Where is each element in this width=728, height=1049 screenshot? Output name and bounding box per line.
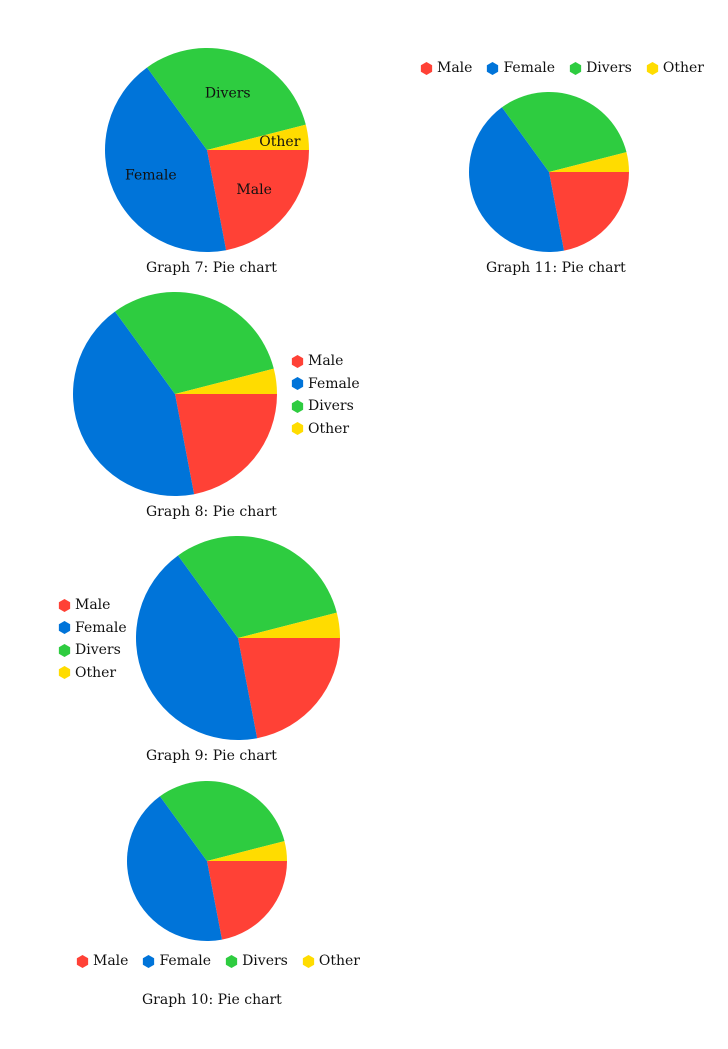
chart-caption-graph-7: Graph 7: Pie chart xyxy=(146,260,277,276)
legend-marker-hexagon-icon xyxy=(291,399,304,413)
pie-slice-other xyxy=(238,612,340,638)
pie-slice-male xyxy=(549,172,629,251)
legend-item-female: Female xyxy=(58,617,127,640)
legend-marker-hexagon-icon xyxy=(291,377,304,391)
legend-item-divers: Divers xyxy=(291,395,360,418)
legend-label: Divers xyxy=(308,398,354,415)
legend-graph-10: Male Female Divers Other xyxy=(76,953,360,969)
legend-item-male: Male xyxy=(76,953,128,969)
slice-label-female: Female xyxy=(125,167,177,183)
legend-item-female: Female xyxy=(291,373,360,396)
legend-graph-9: Male Female Divers Other xyxy=(58,594,127,684)
legend-item-divers: Divers xyxy=(225,953,288,969)
legend-marker-hexagon-icon xyxy=(58,666,71,680)
slice-label-other: Other xyxy=(259,134,300,150)
pie-chart-graph-7: Male Female Divers Other xyxy=(105,48,309,252)
pie-chart-graph-10 xyxy=(126,781,287,941)
legend-item-male: Male xyxy=(291,350,360,373)
chart-caption-graph-8: Graph 8: Pie chart xyxy=(146,504,277,520)
legend-marker-hexagon-icon xyxy=(646,61,658,75)
legend-marker-hexagon-icon xyxy=(569,61,582,75)
legend-item-female: Female xyxy=(142,953,211,969)
legend-label: Female xyxy=(159,953,212,969)
pie-chart-graph-11 xyxy=(469,92,629,252)
legend-label: Female xyxy=(503,60,556,76)
legend-item-male: Male xyxy=(420,60,472,76)
pie-chart-graph-9 xyxy=(136,536,340,740)
pie-slice-other xyxy=(207,841,287,861)
pie-slice-other xyxy=(549,152,629,172)
legend-marker-hexagon-icon xyxy=(291,354,304,368)
pie-slice-divers xyxy=(115,292,274,394)
legend-marker-hexagon-icon xyxy=(58,621,71,635)
legend-marker-hexagon-icon xyxy=(487,61,499,75)
legend-graph-8: Male Female Divers Other xyxy=(291,350,360,440)
legend-label: Other xyxy=(75,664,117,681)
legend-label: Female xyxy=(308,375,360,392)
legend-label: Male xyxy=(93,953,129,969)
pie-slice-female xyxy=(105,67,227,252)
pie-slice-other xyxy=(207,124,309,150)
pie-slice-male xyxy=(207,150,309,251)
legend-marker-hexagon-icon xyxy=(420,61,433,75)
pie-slice-divers xyxy=(178,536,337,638)
legend-item-female: Female xyxy=(486,60,555,76)
pie-chart-graph-8 xyxy=(73,292,277,496)
legend-marker-hexagon-icon xyxy=(76,954,89,968)
chart-caption-graph-9: Graph 9: Pie chart xyxy=(146,748,277,764)
legend-label: Other xyxy=(662,60,704,76)
legend-label: Male xyxy=(437,60,473,76)
legend-label: Divers xyxy=(586,60,632,76)
legend-graph-11: Male Female Divers Other xyxy=(420,60,704,76)
legend-marker-hexagon-icon xyxy=(225,954,238,968)
chart-caption-graph-10: Graph 10: Pie chart xyxy=(142,992,282,1008)
legend-item-other: Other xyxy=(58,662,127,685)
legend-item-divers: Divers xyxy=(58,639,127,662)
legend-marker-hexagon-icon xyxy=(291,422,304,436)
legend-item-other: Other xyxy=(291,418,360,441)
legend-marker-hexagon-icon xyxy=(302,954,314,968)
legend-label: Female xyxy=(75,619,127,636)
legend-label: Male xyxy=(308,353,344,370)
legend-marker-hexagon-icon xyxy=(58,598,71,612)
legend-label: Divers xyxy=(242,953,288,969)
pie-slice-male xyxy=(175,394,277,495)
legend-label: Other xyxy=(308,420,350,437)
pie-slice-male xyxy=(207,861,287,940)
legend-item-other: Other xyxy=(646,60,704,76)
pie-slice-divers xyxy=(159,781,285,861)
pie-slice-female xyxy=(469,107,564,252)
pie-slice-divers xyxy=(501,92,627,172)
legend-marker-hexagon-icon xyxy=(58,643,71,657)
legend-marker-hexagon-icon xyxy=(143,954,155,968)
legend-label: Divers xyxy=(75,642,121,659)
pie-slice-female xyxy=(136,555,258,740)
legend-label: Male xyxy=(75,597,111,614)
pie-slice-female xyxy=(73,311,195,496)
pie-slice-other xyxy=(175,368,277,394)
pie-slice-male xyxy=(238,638,340,739)
legend-item-male: Male xyxy=(58,594,127,617)
legend-item-divers: Divers xyxy=(569,60,632,76)
pie-slice-divers xyxy=(147,48,306,150)
pie-slice-female xyxy=(126,796,222,941)
legend-item-other: Other xyxy=(302,953,360,969)
chart-caption-graph-11: Graph 11: Pie chart xyxy=(486,260,626,276)
slice-label-divers: Divers xyxy=(205,85,251,101)
slice-label-male: Male xyxy=(236,182,271,198)
legend-label: Other xyxy=(318,953,360,969)
